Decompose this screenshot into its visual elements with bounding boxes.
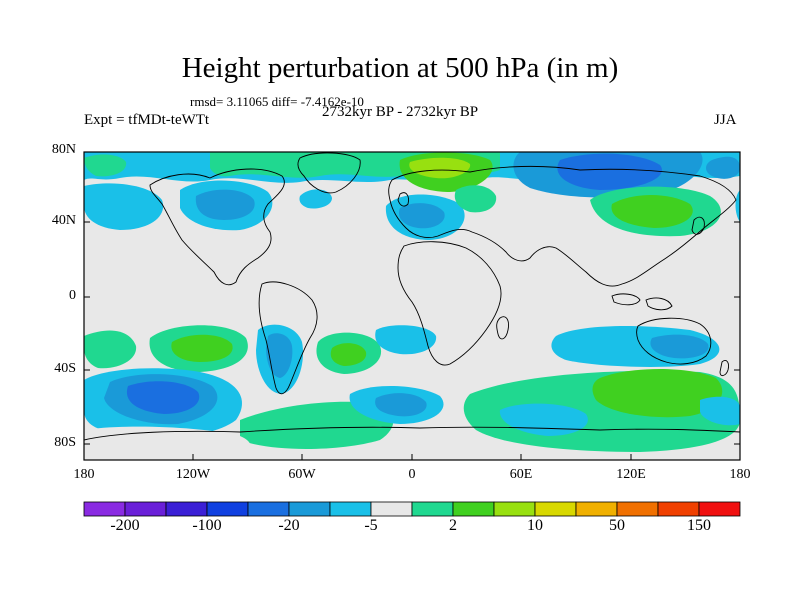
colorbar-label: -5 bbox=[364, 517, 378, 534]
south-features bbox=[84, 324, 740, 460]
colorbar-label: -20 bbox=[278, 517, 300, 534]
colorbar-label: 150 bbox=[687, 517, 711, 534]
contour-fields bbox=[84, 152, 740, 460]
colorbar-cell bbox=[288, 501, 331, 517]
colorbar-cell bbox=[83, 501, 126, 517]
tick-marks bbox=[83, 151, 741, 460]
map-title: Height perturbation at 500 hPa (in m) bbox=[181, 52, 619, 84]
colorbar-cell bbox=[206, 501, 249, 517]
colorbar-cell bbox=[657, 501, 700, 517]
stats-text: rmsd= 3.11065 diff= -7.4162e-10 bbox=[190, 94, 364, 109]
lon-tick-label: 180 bbox=[73, 467, 95, 482]
colorbar-cell bbox=[534, 501, 577, 517]
experiment-label: Expt = tfMDt-teWTt bbox=[84, 112, 210, 128]
lat-tick-label: 0 bbox=[69, 288, 76, 303]
lon-tick-label: 0 bbox=[408, 467, 416, 482]
lon-tick-label: 60W bbox=[288, 467, 316, 482]
colorbar-cell bbox=[493, 501, 536, 517]
lon-tick-label: 120W bbox=[175, 467, 211, 482]
colorbar-cell bbox=[411, 501, 454, 517]
colorbar-cell bbox=[247, 501, 290, 517]
colorbar-cell bbox=[452, 501, 495, 517]
colorbar-label: -200 bbox=[110, 517, 140, 534]
lon-tick-label: 180 bbox=[729, 467, 751, 482]
lat-tick-label: 40N bbox=[51, 213, 76, 228]
colorbar-cell bbox=[329, 501, 372, 517]
colorbar-label: 2 bbox=[449, 517, 457, 534]
colorbar-label: 10 bbox=[527, 517, 543, 534]
colorbar-cell bbox=[575, 501, 618, 517]
colorbar-cell bbox=[370, 501, 413, 517]
colorbar-cell bbox=[124, 501, 167, 517]
colorbar-cell bbox=[616, 501, 659, 517]
lat-tick-label: 80N bbox=[51, 142, 76, 157]
colorbar-label: -100 bbox=[192, 517, 222, 534]
lon-tick-label: 120E bbox=[616, 467, 646, 482]
colorbar-cell bbox=[698, 501, 741, 517]
lon-tick-label: 60E bbox=[509, 467, 533, 482]
north-polar-band bbox=[84, 152, 740, 198]
coastlines bbox=[84, 152, 740, 441]
colorbar-label: 50 bbox=[609, 517, 625, 534]
lat-tick-label: 80S bbox=[54, 435, 76, 450]
colorbar-cell bbox=[165, 501, 208, 517]
period-label: 2732kyr BP - 2732kyr BP bbox=[322, 104, 479, 120]
colorbar bbox=[83, 501, 741, 517]
season-label: JJA bbox=[714, 112, 737, 128]
lat-tick-label: 40S bbox=[54, 361, 76, 376]
